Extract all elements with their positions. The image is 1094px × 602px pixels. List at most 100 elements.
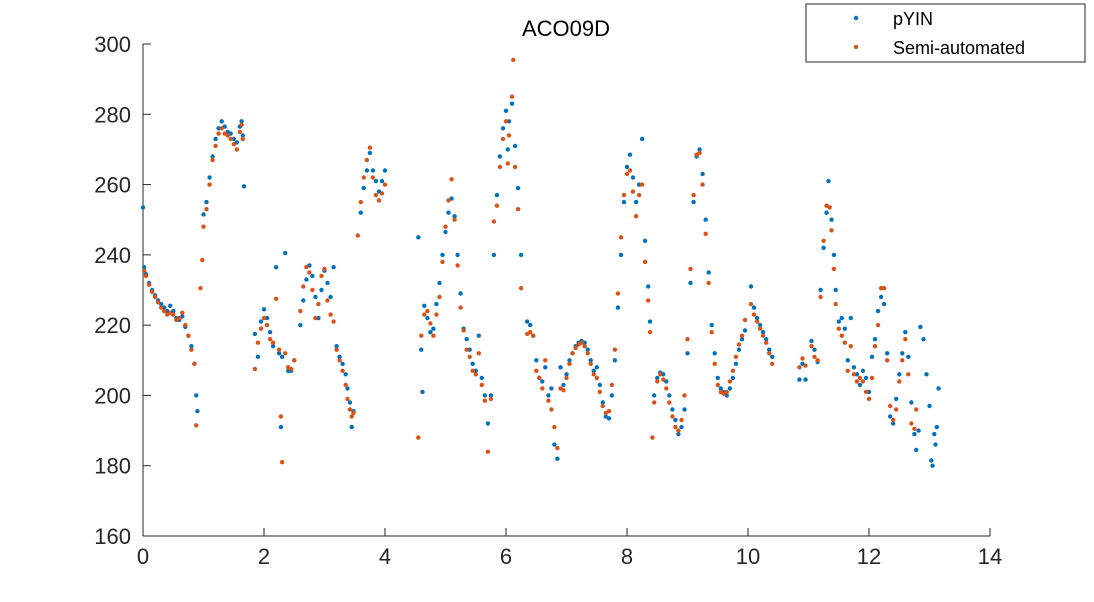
chart-title: ACO09D	[522, 16, 610, 41]
data-point	[633, 199, 639, 205]
legend-marker-semi-automated	[853, 44, 859, 50]
data-point	[198, 286, 203, 291]
data-point	[189, 344, 194, 349]
data-point	[506, 133, 512, 138]
data-point	[470, 368, 475, 373]
data-point	[815, 358, 820, 363]
data-point	[252, 366, 258, 372]
data-point	[482, 398, 487, 403]
data-point	[204, 207, 209, 212]
data-point	[909, 421, 914, 426]
data-point	[379, 178, 385, 184]
data-point	[276, 351, 282, 356]
data-point	[252, 331, 258, 337]
data-point	[255, 354, 261, 359]
data-point	[261, 315, 267, 321]
data-point	[685, 337, 690, 342]
data-point	[313, 294, 318, 300]
y-tick-label: 260	[94, 173, 131, 198]
data-point	[437, 294, 442, 300]
data-point	[364, 168, 370, 173]
data-point	[345, 386, 350, 391]
data-point	[534, 368, 539, 373]
data-point	[479, 382, 484, 388]
data-point	[742, 328, 748, 333]
data-point	[655, 375, 660, 381]
x-tick-label: 6	[500, 544, 512, 569]
data-point	[162, 308, 167, 314]
data-point	[933, 442, 938, 447]
data-point	[515, 185, 521, 191]
data-point	[803, 363, 808, 368]
data-point	[633, 214, 639, 219]
data-point	[612, 347, 618, 352]
data-point	[591, 372, 596, 377]
data-point	[255, 340, 261, 345]
data-point	[446, 210, 451, 215]
data-point	[561, 388, 566, 393]
data-point	[903, 337, 908, 342]
data-point	[555, 445, 560, 451]
data-point	[809, 338, 814, 344]
legend: pYIN Semi-automated	[805, 3, 1086, 63]
data-point	[836, 326, 841, 331]
data-point	[201, 212, 206, 217]
data-point	[512, 143, 518, 149]
data-point	[278, 414, 284, 419]
data-point	[186, 333, 191, 338]
data-point	[821, 245, 826, 250]
data-point	[382, 168, 388, 173]
data-point	[736, 342, 742, 347]
data-point	[491, 252, 497, 258]
data-point	[319, 273, 324, 279]
data-point	[630, 175, 636, 180]
data-point	[845, 368, 850, 373]
data-point	[142, 268, 147, 273]
data-point	[770, 361, 775, 366]
data-point	[528, 330, 533, 335]
data-point	[667, 393, 672, 398]
data-point	[594, 365, 599, 370]
data-point	[642, 238, 648, 243]
data-point	[476, 333, 481, 338]
data-point	[200, 257, 205, 263]
data-point	[509, 94, 515, 99]
data-point	[355, 233, 360, 238]
data-point	[440, 259, 445, 265]
data-point	[712, 361, 717, 366]
data-point	[443, 229, 448, 235]
data-point	[470, 361, 475, 366]
data-point	[349, 424, 354, 430]
data-point	[685, 351, 690, 356]
data-point	[797, 377, 802, 382]
data-point	[936, 386, 941, 391]
data-point	[446, 198, 451, 203]
data-point	[376, 198, 382, 203]
data-point	[618, 235, 624, 240]
data-point	[171, 312, 176, 317]
data-point	[885, 351, 890, 356]
data-point	[264, 322, 270, 328]
data-point	[715, 382, 720, 388]
data-point	[727, 379, 733, 384]
data-point	[361, 175, 366, 180]
data-point	[826, 178, 831, 184]
data-point	[888, 414, 893, 419]
data-point	[420, 389, 425, 395]
data-point	[866, 396, 872, 402]
data-point	[183, 322, 188, 328]
data-point	[567, 361, 572, 366]
data-point	[909, 400, 914, 405]
data-point	[292, 358, 297, 363]
data-point	[552, 424, 557, 430]
data-point	[827, 205, 832, 210]
data-point	[358, 210, 363, 215]
data-point	[177, 315, 182, 321]
data-point	[195, 409, 200, 414]
data-point	[851, 365, 857, 370]
data-point	[422, 312, 427, 317]
data-point	[754, 319, 760, 324]
data-point	[210, 154, 215, 159]
data-point	[679, 417, 684, 423]
data-point	[639, 182, 645, 187]
